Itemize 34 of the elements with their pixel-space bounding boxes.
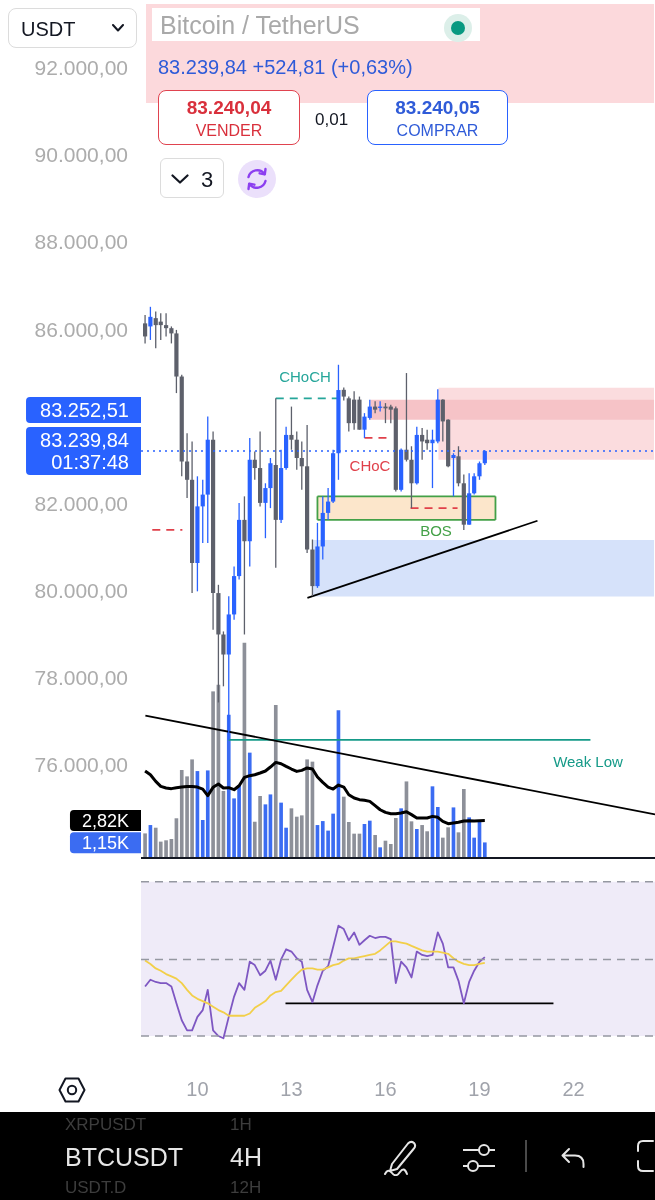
y-tick-label: 88.000,00 (34, 230, 128, 254)
annotation: COMPRAR (396, 122, 479, 141)
y2-tick-label: 1,15K (81, 832, 129, 853)
x-tick-label: 16 (374, 1077, 397, 1100)
x-tick-label: 19 (468, 1077, 491, 1100)
x-tick-label: 10 (186, 1077, 209, 1100)
annotation: 83.240,04 (186, 97, 272, 119)
x-tick-label: 22 (562, 1077, 585, 1100)
y-tick-label: 90.000,00 (34, 143, 128, 167)
annotation: VENDER (195, 122, 263, 141)
buy-button: 83.240,05 COMPRAR (367, 90, 508, 145)
annotation: 0,01 (315, 110, 349, 130)
annotation: 83.240,05 (395, 97, 480, 119)
annotation: 83.239,84 +524,81 (+0,63%) (158, 56, 413, 79)
toolbar: XRPUSDT 1H BTCUSDT 4H USDT.D 12H (0, 1112, 655, 1200)
annotation: CHoCH (279, 368, 331, 386)
currency-dropdown: USDT (8, 8, 137, 48)
y-tick-label: 82.000,00 (34, 491, 128, 515)
ref-line-label: 83.239,84 01:37:48 (40, 428, 129, 473)
y-tick-label: 92.000,00 (34, 56, 128, 80)
count-dropdown: 3 (160, 158, 224, 198)
annotation: Weak Low (553, 753, 624, 771)
y-tick-label: 78.000,00 (34, 666, 128, 690)
chart-title: Bitcoin / TetherUS (160, 11, 360, 40)
annotation: BOS (420, 522, 452, 540)
text: 83.252,51 (40, 398, 129, 421)
y-tick-label: 86.000,00 (34, 317, 128, 341)
annotation: CHoC (349, 457, 391, 475)
sell-button: 83.240,04 VENDER (158, 90, 300, 145)
y-tick-label: 80.000,00 (34, 579, 128, 603)
annotation: 3 (201, 167, 214, 193)
x-tick-label: 13 (280, 1077, 303, 1100)
y-tick-label: 76.000,00 (34, 753, 128, 777)
y2-tick-label: 2,82K (81, 810, 129, 831)
